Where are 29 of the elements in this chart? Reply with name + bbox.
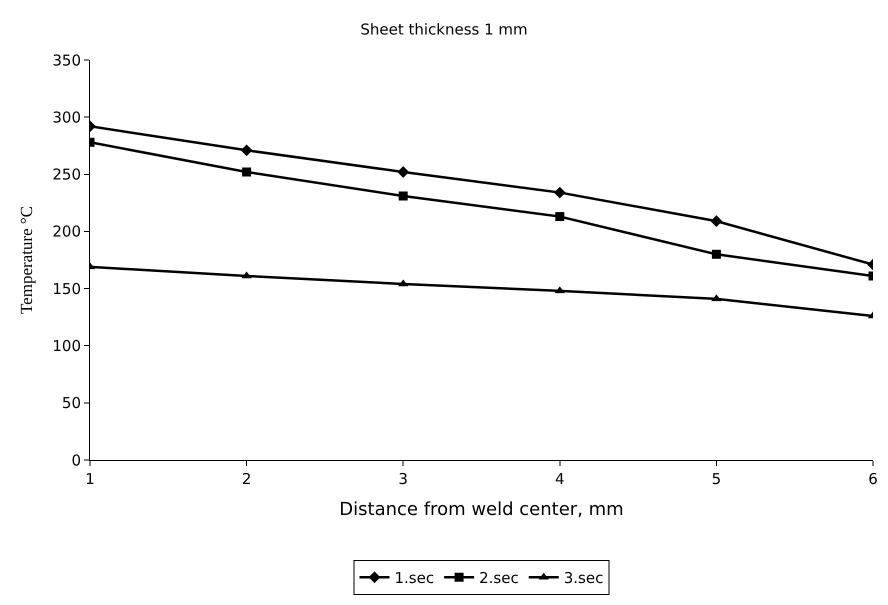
chart-title: Sheet thickness 1 mm [360,20,528,39]
point [712,250,721,259]
y-axis-title: Temperature °C [16,206,36,314]
x-tick-label: 1 [85,470,95,488]
point [554,286,565,294]
legend-label: 2.sec [479,569,519,588]
y-tick-label: 50 [62,394,81,412]
x-axis-title: Distance from weld center, mm [339,499,624,520]
x-tick-label: 2 [242,470,252,488]
y-tick-label: 0 [71,451,81,470]
x-tick-label: 6 [868,470,878,488]
point [240,144,252,156]
point [710,215,722,227]
y-tick-label: 200 [52,222,81,241]
x-tick-label: 3 [398,470,408,488]
x-tick-label: 4 [555,470,565,488]
y-tick-label: 300 [52,108,81,126]
point [555,212,564,222]
point [397,166,410,178]
y-tick-label: 250 [52,166,81,184]
y-tick-label: 150 [52,280,81,298]
y-tick-label: 100 [52,336,81,355]
x-tick-label: 5 [712,470,722,488]
point [242,168,252,176]
legend-label: 3.sec [564,569,604,588]
legend-label: 1.sec [394,569,434,588]
point [398,192,408,200]
y-tick-label: 350 [52,51,81,70]
point [554,186,566,198]
